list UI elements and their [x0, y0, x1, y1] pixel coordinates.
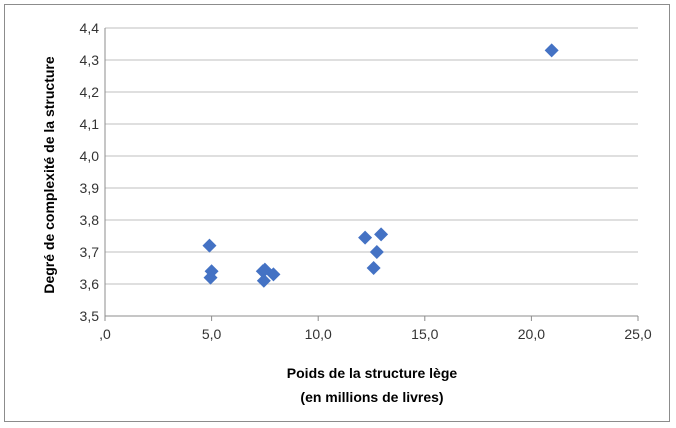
x-tick-label: 5,0 — [202, 326, 222, 342]
data-point-marker — [366, 261, 381, 275]
x-tick-label: 10,0 — [305, 326, 332, 342]
chart-frame — [4, 4, 670, 422]
y-tick-label: 3,5 — [80, 308, 100, 324]
y-axis-title: Degré de complexité de la structure — [41, 56, 57, 294]
data-point-marker — [266, 267, 281, 282]
x-tick-label: 20,0 — [518, 326, 545, 342]
y-tick-label: 3,6 — [80, 276, 100, 292]
x-axis-title-line2: (en millions de livres) — [300, 389, 443, 405]
data-point-marker — [202, 238, 217, 253]
y-tick-label: 3,7 — [80, 244, 100, 260]
data-point-marker — [358, 230, 373, 245]
tick-labels: 3,5 3,6 3,7 3,8 3,9 4,0 4,1 4,2 4,3 4,4 ,0 5,0 10,0 1… — [80, 20, 652, 342]
y-tick-label: 4,2 — [80, 84, 100, 100]
x-tick-label: ,0 — [99, 326, 111, 342]
data-point-marker — [369, 245, 384, 259]
data-point-marker — [374, 227, 389, 242]
y-tick-label: 4,0 — [80, 148, 100, 164]
x-axis-title-line1: Poids de la structure lège — [287, 365, 458, 381]
y-tick-label: 3,9 — [80, 180, 100, 196]
x-tick-label: 25,0 — [624, 326, 651, 342]
y-tick-label: 4,4 — [80, 20, 100, 36]
y-tick-label: 3,8 — [80, 212, 100, 228]
y-tick-label: 4,1 — [80, 116, 100, 132]
data-points — [202, 43, 559, 288]
gridlines — [104, 27, 639, 321]
data-point-marker — [203, 270, 218, 285]
data-point-marker — [256, 273, 271, 288]
y-tick-label: 4,3 — [80, 52, 100, 68]
data-point-marker — [544, 43, 559, 58]
x-tick-label: 15,0 — [411, 326, 438, 342]
